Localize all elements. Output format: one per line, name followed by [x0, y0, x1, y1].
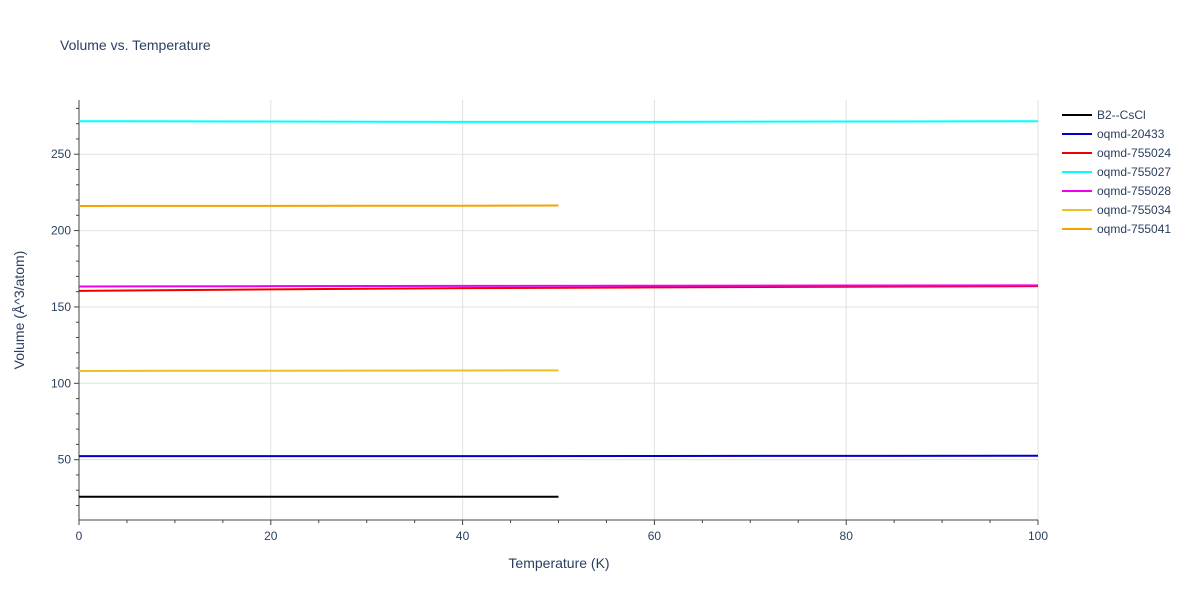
series-line-oqmd-755028[interactable] [78, 284, 1039, 288]
y-tick-label: 150 [51, 300, 71, 314]
legend-label: oqmd-755024 [1097, 146, 1171, 160]
x-tick-label: 100 [1028, 529, 1048, 543]
legend-label: oqmd-755041 [1097, 222, 1171, 236]
x-tick-label: 40 [456, 529, 470, 543]
y-tick-label: 250 [51, 147, 71, 161]
x-tick-label: 20 [264, 529, 278, 543]
x-tick-label: 80 [840, 529, 854, 543]
y-tick-label: 200 [51, 224, 71, 238]
grid-layer [79, 100, 1039, 520]
series-line-oqmd-755034[interactable] [78, 369, 559, 372]
legend-label: B2--CsCl [1097, 108, 1146, 122]
chart-title: Volume vs. Temperature [60, 37, 211, 53]
x-axis-title: Temperature (K) [508, 555, 609, 571]
series-line-oqmd-755027[interactable] [78, 120, 1039, 123]
legend-item-oqmd-755027[interactable]: oqmd-755027 [1062, 165, 1171, 179]
series-layer [78, 120, 1039, 498]
legend-label: oqmd-755028 [1097, 184, 1171, 198]
legend-item-B2--CsCl[interactable]: B2--CsCl [1062, 108, 1146, 122]
x-tick-label: 0 [76, 529, 83, 543]
legend-label: oqmd-20433 [1097, 127, 1165, 141]
axis-layer [74, 100, 1039, 525]
y-tick-label: 50 [58, 453, 72, 467]
legend-item-oqmd-755034[interactable]: oqmd-755034 [1062, 203, 1171, 217]
series-line-oqmd-755024[interactable] [78, 285, 1039, 292]
legend-item-oqmd-755028[interactable]: oqmd-755028 [1062, 184, 1171, 198]
legend-label: oqmd-755034 [1097, 203, 1171, 217]
y-axis-title: Volume (Å^3/atom) [11, 251, 27, 370]
legend-label: oqmd-755027 [1097, 165, 1171, 179]
y-tick-label: 100 [51, 376, 71, 390]
legend-layer[interactable]: B2--CsCl oqmd-20433 oqmd-755024 oqmd-755027… [1062, 108, 1171, 236]
tick-label-layer: 0 20 40 60 80 100 50 100 150 200 250 [51, 147, 1048, 543]
legend-item-oqmd-755024[interactable]: oqmd-755024 [1062, 146, 1171, 160]
x-tick-label: 60 [648, 529, 662, 543]
legend-item-oqmd-755041[interactable]: oqmd-755041 [1062, 222, 1171, 236]
legend-item-oqmd-20433[interactable]: oqmd-20433 [1062, 127, 1165, 141]
